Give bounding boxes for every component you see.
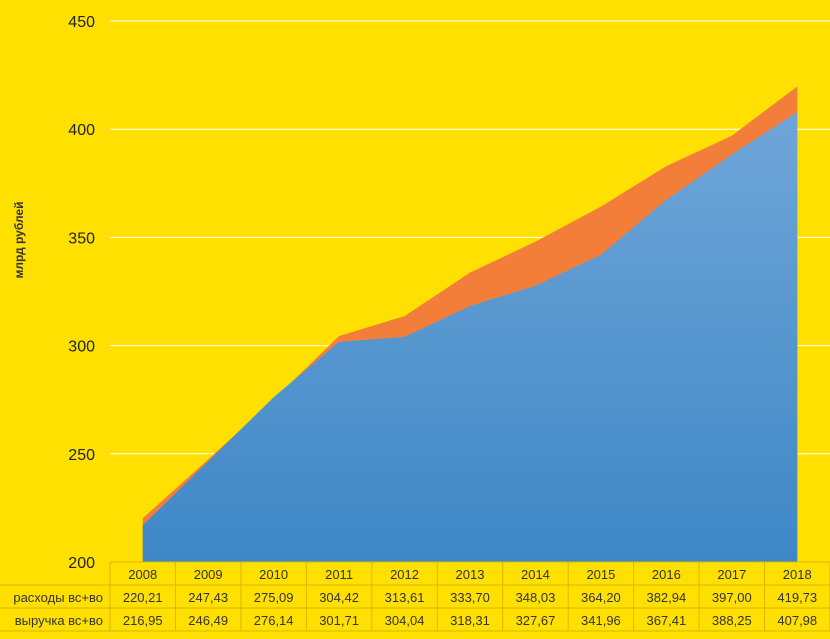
x-tick-label: 2012	[390, 567, 419, 582]
data-label: 304,04	[385, 613, 425, 628]
y-tick-label: 300	[68, 339, 95, 356]
data-label: 327,67	[516, 613, 556, 628]
data-label: 419,73	[777, 590, 817, 605]
table-row-label-expenses: расходы вс+во	[13, 590, 103, 605]
data-label: 341,96	[581, 613, 621, 628]
x-tick-label: 2018	[783, 567, 812, 582]
y-axis: 200 250 300 350 400 450	[68, 14, 95, 572]
x-tick-label: 2011	[325, 567, 353, 582]
x-tick-label: 2008	[128, 567, 157, 582]
data-table: 2008 2009 2010 2011 2012 2013 2014 2015 2016 2017…	[0, 561, 830, 632]
series-areas	[142, 86, 798, 563]
data-label: 304,42	[319, 590, 359, 605]
data-label: 220,21	[123, 590, 163, 605]
data-label: 216,95	[123, 613, 163, 628]
y-tick-label: 350	[68, 230, 95, 247]
data-label: 275,09	[254, 590, 294, 605]
y-axis-label: млрд рублей	[12, 202, 26, 279]
x-tick-label: 2015	[586, 567, 615, 582]
table-row-label-revenue: выручка вс+во	[15, 613, 103, 628]
data-label: 333,70	[450, 590, 490, 605]
data-label: 301,71	[319, 613, 359, 628]
data-label: 246,49	[188, 613, 228, 628]
series-area-revenue	[142, 111, 798, 563]
x-tick-label: 2010	[259, 567, 288, 582]
data-label: 388,25	[712, 613, 752, 628]
data-label: 367,41	[646, 613, 686, 628]
x-tick-label: 2009	[194, 567, 223, 582]
data-label: 407,98	[777, 613, 817, 628]
data-label: 382,94	[646, 590, 686, 605]
data-label: 276,14	[254, 613, 294, 628]
x-tick-label: 2017	[717, 567, 746, 582]
data-label: 397,00	[712, 590, 752, 605]
x-tick-label: 2014	[521, 567, 550, 582]
y-tick-label: 200	[68, 555, 95, 572]
y-tick-label: 400	[68, 122, 95, 139]
data-label: 318,31	[450, 613, 490, 628]
data-label: 364,20	[581, 590, 621, 605]
data-label: 313,61	[385, 590, 425, 605]
data-label: 247,43	[188, 590, 228, 605]
y-tick-label: 250	[68, 447, 95, 464]
x-tick-label: 2016	[652, 567, 681, 582]
y-tick-label: 450	[68, 14, 95, 31]
data-label: 348,03	[516, 590, 556, 605]
x-tick-label: 2013	[456, 567, 485, 582]
